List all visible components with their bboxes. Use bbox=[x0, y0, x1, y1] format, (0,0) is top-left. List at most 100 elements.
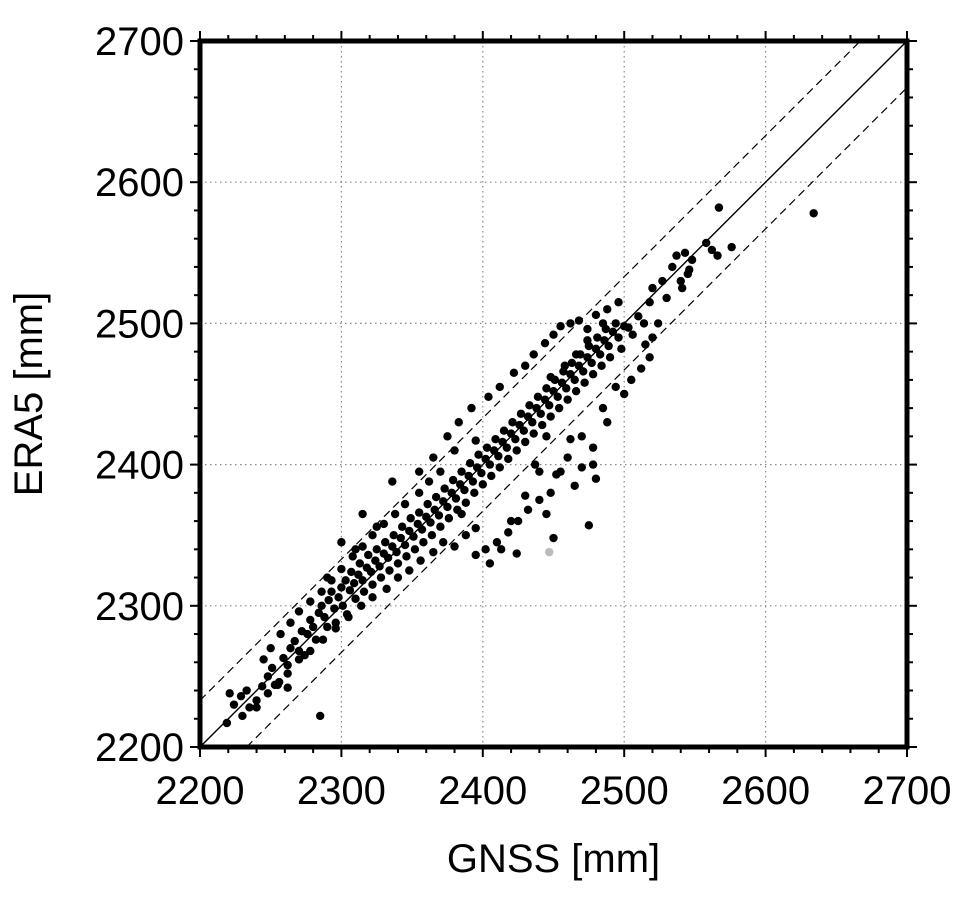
data-point bbox=[502, 443, 512, 452]
data-point bbox=[545, 547, 554, 557]
data-point bbox=[566, 319, 575, 328]
data-point bbox=[279, 653, 288, 663]
data-point bbox=[620, 389, 629, 399]
data-point bbox=[330, 604, 339, 613]
data-point bbox=[468, 477, 478, 486]
data-point bbox=[570, 375, 579, 385]
data-point bbox=[344, 612, 353, 622]
data-point bbox=[409, 532, 418, 541]
data-point bbox=[487, 471, 496, 481]
data-point bbox=[471, 550, 480, 560]
data-point bbox=[495, 382, 504, 392]
data-point bbox=[591, 310, 601, 320]
data-point bbox=[578, 367, 588, 376]
data-point bbox=[567, 358, 577, 368]
data-point bbox=[388, 477, 397, 486]
data-point bbox=[424, 477, 434, 486]
data-point bbox=[266, 643, 275, 653]
data-point bbox=[614, 333, 623, 342]
data-point bbox=[496, 545, 506, 554]
data-point bbox=[611, 319, 620, 328]
y-tick-label: 2600 bbox=[95, 161, 184, 205]
data-point bbox=[315, 711, 325, 721]
data-point bbox=[598, 403, 608, 413]
data-point bbox=[337, 583, 346, 592]
data-point bbox=[528, 418, 537, 427]
data-point bbox=[587, 358, 596, 368]
data-point bbox=[641, 340, 650, 349]
data-point bbox=[286, 643, 295, 653]
data-point bbox=[608, 327, 618, 337]
data-point bbox=[381, 538, 390, 547]
data-point bbox=[542, 384, 551, 393]
tick-labels: 2200 2300 2400 2500 2600 2700 2200 2300 2400 2500… bbox=[95, 20, 951, 813]
data-point bbox=[349, 579, 359, 588]
data-point bbox=[545, 401, 554, 410]
data-point bbox=[331, 624, 340, 633]
x-axis-label: GNSS [mm] bbox=[447, 837, 660, 881]
data-point bbox=[588, 443, 598, 452]
y-tick-label: 2700 bbox=[95, 20, 184, 64]
data-point bbox=[444, 514, 454, 523]
data-point bbox=[283, 669, 292, 678]
data-point bbox=[481, 545, 490, 554]
data-point bbox=[317, 601, 326, 610]
data-point bbox=[338, 601, 348, 610]
data-point bbox=[318, 635, 328, 644]
data-point bbox=[396, 533, 405, 543]
data-point bbox=[460, 485, 469, 495]
data-point bbox=[583, 324, 592, 334]
data-point bbox=[614, 298, 623, 307]
data-point bbox=[680, 248, 690, 257]
data-point bbox=[306, 646, 315, 656]
data-point bbox=[347, 567, 356, 577]
data-point bbox=[492, 538, 502, 547]
data-point bbox=[439, 538, 448, 547]
data-point bbox=[485, 559, 495, 568]
data-point bbox=[419, 538, 428, 547]
data-point bbox=[556, 322, 565, 331]
data-point bbox=[683, 269, 693, 279]
data-point bbox=[552, 470, 561, 479]
data-point bbox=[484, 392, 493, 402]
data-point bbox=[605, 353, 615, 362]
data-point bbox=[355, 559, 364, 568]
data-point bbox=[584, 521, 594, 530]
data-point bbox=[627, 375, 636, 385]
data-point bbox=[521, 361, 530, 370]
data-point bbox=[687, 255, 697, 265]
data-point bbox=[443, 432, 452, 441]
data-point bbox=[471, 523, 480, 533]
data-point bbox=[414, 467, 424, 476]
data-point bbox=[303, 629, 312, 639]
data-point bbox=[368, 593, 377, 602]
data-point bbox=[382, 584, 391, 594]
x-tick-label: 2400 bbox=[438, 769, 527, 813]
data-point bbox=[563, 395, 572, 404]
data-point bbox=[443, 502, 452, 512]
data-point bbox=[337, 564, 346, 574]
data-point bbox=[562, 384, 571, 393]
data-point bbox=[477, 468, 486, 478]
data-point bbox=[398, 522, 407, 531]
data-point bbox=[323, 622, 332, 632]
data-point bbox=[426, 518, 435, 527]
data-point bbox=[448, 475, 458, 485]
data-point bbox=[653, 319, 663, 328]
data-point bbox=[542, 432, 551, 441]
data-point bbox=[513, 516, 523, 526]
y-tick-label: 2400 bbox=[95, 444, 184, 488]
data-point bbox=[583, 336, 592, 345]
data-point bbox=[290, 636, 299, 646]
data-point bbox=[577, 463, 586, 472]
data-point bbox=[714, 203, 724, 212]
data-point bbox=[427, 531, 437, 540]
data-point bbox=[327, 587, 336, 596]
data-point bbox=[383, 553, 393, 562]
data-point bbox=[588, 370, 598, 379]
data-point bbox=[478, 480, 487, 489]
data-point bbox=[485, 460, 495, 469]
data-point bbox=[376, 573, 386, 582]
data-point bbox=[440, 484, 449, 493]
data-point bbox=[506, 516, 516, 526]
